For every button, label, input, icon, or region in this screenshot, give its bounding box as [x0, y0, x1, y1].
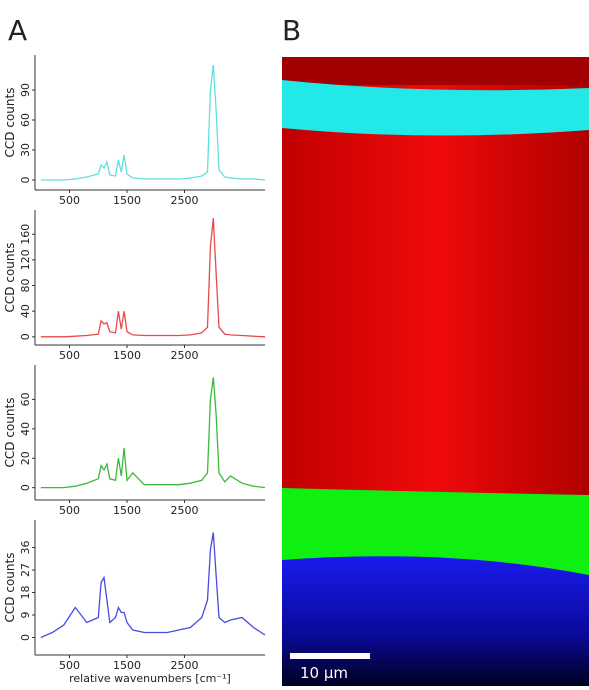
y-tick-label: 27: [19, 563, 32, 577]
y-tick-label: 0: [19, 634, 32, 641]
y-tick-label: 120: [19, 249, 32, 270]
x-tick-label: 500: [59, 194, 80, 207]
y-tick-label: 18: [19, 586, 32, 600]
y-tick-label: 90: [19, 83, 32, 97]
spectrum-line: [40, 64, 266, 181]
image-panel: 10 μm: [282, 57, 589, 686]
x-tick-label: 500: [59, 504, 80, 517]
x-tick-label: 1500: [113, 659, 141, 672]
x-tick-label: 500: [59, 349, 80, 362]
cyan-band: [282, 80, 589, 136]
spectrum-line: [40, 218, 266, 338]
x-tick-label: 1500: [113, 349, 141, 362]
y-tick-label: 60: [19, 392, 32, 406]
y-axis-label: CCD counts: [3, 553, 17, 623]
y-tick-label: 9: [19, 612, 32, 619]
y-tick-label: 30: [19, 143, 32, 157]
x-axis-label: relative wavenumbers [cm⁻¹]: [69, 672, 231, 685]
x-tick-label: 2500: [171, 349, 199, 362]
y-tick-label: 36: [19, 541, 32, 555]
x-tick-label: 2500: [171, 504, 199, 517]
scale-bar: [290, 653, 370, 659]
x-tick-label: 1500: [113, 194, 141, 207]
x-tick-label: 500: [59, 659, 80, 672]
panel-label: A: [8, 14, 27, 47]
y-axis-label: CCD counts: [3, 398, 17, 468]
y-axis-label: CCD counts: [3, 88, 17, 158]
y-tick-label: 20: [19, 451, 32, 465]
y-tick-label: 160: [19, 224, 32, 245]
y-tick-label: 40: [19, 304, 32, 318]
x-tick-label: 2500: [171, 659, 199, 672]
y-tick-label: 0: [19, 333, 32, 340]
spectrum-line: [40, 377, 266, 489]
y-tick-label: 40: [19, 422, 32, 436]
y-tick-label: 0: [19, 177, 32, 184]
green-band: [282, 488, 589, 576]
y-tick-label: 80: [19, 279, 32, 293]
scale-label: 10 μm: [300, 664, 348, 682]
panel-label: B: [282, 14, 301, 47]
x-tick-label: 1500: [113, 504, 141, 517]
spectrum-line: [40, 532, 266, 639]
y-axis-label: CCD counts: [3, 243, 17, 313]
dark-red-region: [282, 57, 589, 85]
y-tick-label: 60: [19, 113, 32, 127]
x-tick-label: 2500: [171, 194, 199, 207]
y-tick-label: 0: [19, 484, 32, 491]
